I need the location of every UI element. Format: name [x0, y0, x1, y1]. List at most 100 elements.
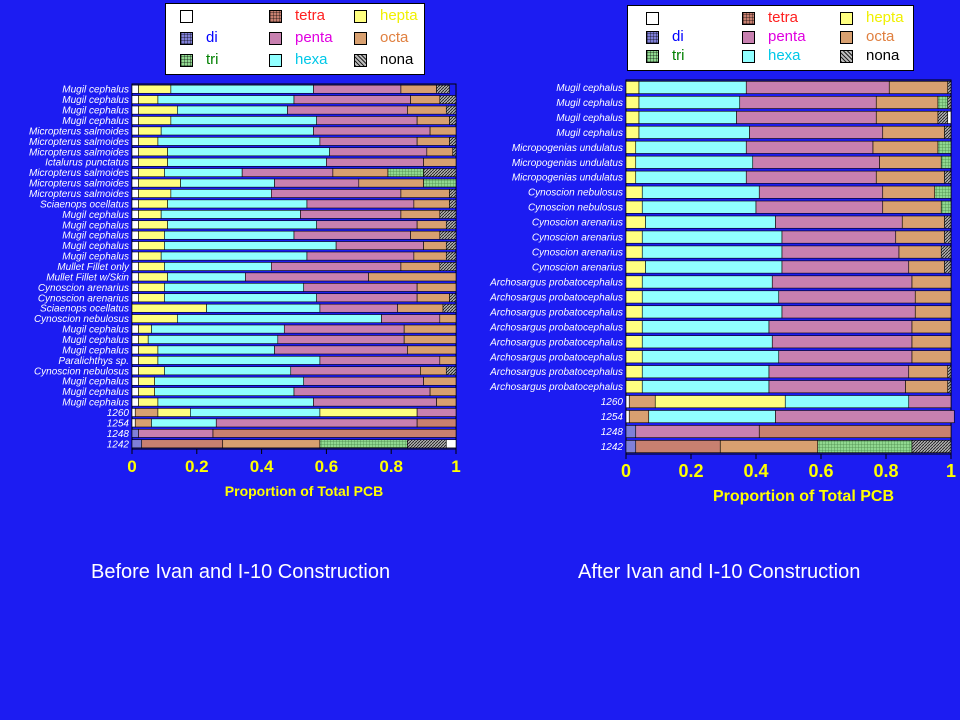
- species-label: Archosargus probatocephalus: [489, 382, 623, 393]
- bar-segment-nona: [944, 170, 952, 184]
- bar-segment-nona: [944, 125, 952, 139]
- aroclor-label: 1260: [601, 397, 624, 408]
- bar-segment-hexa: [641, 350, 780, 364]
- species-label: Mugil cephalus: [62, 345, 129, 356]
- species-label: Micropterus salmoides: [29, 147, 129, 158]
- bar-segment-hepta: [625, 290, 643, 304]
- species-label: Mugil cephalus: [556, 83, 623, 94]
- bar-segment-hepta: [625, 230, 643, 244]
- species-label: Mugil cephalus: [62, 220, 129, 231]
- bar-segment-tri: [940, 155, 952, 169]
- bar-segment-hepta: [625, 320, 643, 334]
- bar-segment-hexa: [641, 275, 773, 289]
- x-axis-title: Proportion of Total PCB: [225, 483, 383, 499]
- bar-segment-octa: [429, 126, 457, 136]
- bar-segment-hepta: [625, 185, 643, 199]
- x-tick-label: 0.6: [315, 457, 339, 476]
- bar-segment-blank: [445, 439, 457, 449]
- bar-segment-hexa: [635, 170, 747, 184]
- bar-segment-octa: [872, 140, 939, 154]
- species-label: Micropogenias undulatus: [512, 143, 623, 154]
- aroclor-label: 1260: [107, 408, 130, 419]
- bar-segment-octa: [423, 157, 457, 167]
- aroclor-label: 1248: [601, 427, 624, 438]
- bar-segment-octa: [628, 395, 656, 409]
- bar-segment-hepta: [625, 380, 643, 394]
- bar-segment-hexa: [641, 245, 783, 259]
- species-label: Archosargus probatocephalus: [489, 322, 623, 333]
- bar-segment-nona: [947, 380, 952, 394]
- species-label: Cynoscion arenarius: [38, 293, 129, 304]
- bar-segment-octa: [914, 305, 952, 319]
- bar-segment-tri: [937, 96, 949, 109]
- bar-segment-penta: [745, 140, 874, 154]
- aroclor-label: 1242: [601, 442, 624, 453]
- legend-label-di: di: [672, 28, 684, 45]
- x-tick-label: 0: [621, 461, 631, 481]
- bar-segment-penta: [752, 155, 880, 169]
- bar-segment-hepta: [625, 305, 643, 319]
- bar-segment-hepta: [625, 200, 643, 214]
- bar-segment-hexa: [635, 155, 754, 169]
- legend-label-tri: tri: [206, 51, 219, 68]
- bar-segment-hepta: [625, 275, 643, 289]
- species-label: Sciaenops ocellatus: [40, 199, 129, 210]
- bar-segment-octa: [905, 380, 949, 394]
- species-label: Mullet Fillet w/Skin: [46, 272, 129, 283]
- bar-segment-tetra: [416, 418, 457, 428]
- species-label: Micropogenias undulatus: [512, 173, 623, 184]
- legend-label-penta: penta: [295, 29, 333, 46]
- species-label: Mugil cephalus: [62, 377, 129, 388]
- bar-segment-nona: [445, 366, 457, 376]
- bar-segment-hexa: [641, 365, 770, 379]
- bar-segment-octa: [875, 170, 945, 184]
- bar-segment-octa: [628, 410, 650, 424]
- bar-segment-tri: [817, 440, 913, 453]
- aroclor-label: 1254: [601, 412, 624, 423]
- bar-segment-octa: [911, 320, 952, 334]
- x-tick-label: 1: [451, 457, 460, 476]
- legend-swatch-tetra: [269, 10, 282, 23]
- bar-segment-tetra: [635, 440, 721, 453]
- bar-segment-nona: [449, 189, 457, 198]
- legend-swatch-blank: [180, 10, 193, 23]
- species-label: Cynoscion arenarius: [38, 283, 129, 294]
- bar-segment-octa: [911, 350, 952, 364]
- bar-segment-octa: [882, 200, 942, 214]
- species-label: Mugil cephalus: [62, 325, 129, 336]
- bar-segment-nona: [452, 147, 457, 157]
- bar-segment-hexa: [645, 260, 783, 274]
- bar-segment-octa: [423, 376, 457, 386]
- bar-segment-octa: [901, 215, 945, 229]
- legend-swatch-nona: [840, 50, 853, 63]
- legend-label-hexa: hexa: [768, 47, 801, 64]
- caption-before: Before Ivan and I-10 Construction: [91, 561, 391, 583]
- species-label: Mugil cephalus: [62, 116, 129, 127]
- species-label: Micropterus salmoides: [29, 168, 129, 179]
- legend-swatch-hexa: [269, 54, 282, 67]
- x-tick-label: 0.2: [678, 461, 703, 481]
- legend-swatch-tri: [646, 50, 659, 63]
- legend-swatch-nona: [354, 54, 367, 67]
- bar-segment-penta: [781, 230, 897, 244]
- legend-swatch-di: [646, 31, 659, 44]
- bar-segment-penta: [745, 81, 890, 94]
- bar-segment-octa: [908, 365, 949, 379]
- bar-segment-penta: [768, 380, 906, 394]
- chart-after: Mugil cephalus Mugil cephalus Mugil cephal…: [489, 79, 956, 505]
- bar-segment-octa: [407, 345, 457, 355]
- bar-segment-hepta: [625, 350, 643, 364]
- bar-segment-nona: [449, 293, 457, 303]
- species-label: Micropterus salmoides: [29, 179, 129, 190]
- bar-segment-octa: [898, 245, 942, 259]
- bar-segment-penta: [781, 245, 900, 259]
- bar-segment-tri: [937, 140, 952, 154]
- bar-segment-octa: [429, 387, 457, 397]
- species-label: Mugil cephalus: [62, 335, 129, 346]
- species-label: Micropterus salmoides: [29, 126, 129, 137]
- bar-segment-hexa: [641, 200, 757, 214]
- bar-segment-tri: [934, 185, 952, 199]
- bar-segment-penta: [775, 215, 903, 229]
- species-label: Mugil cephalus: [62, 241, 129, 252]
- x-tick-label: 0.4: [743, 461, 768, 481]
